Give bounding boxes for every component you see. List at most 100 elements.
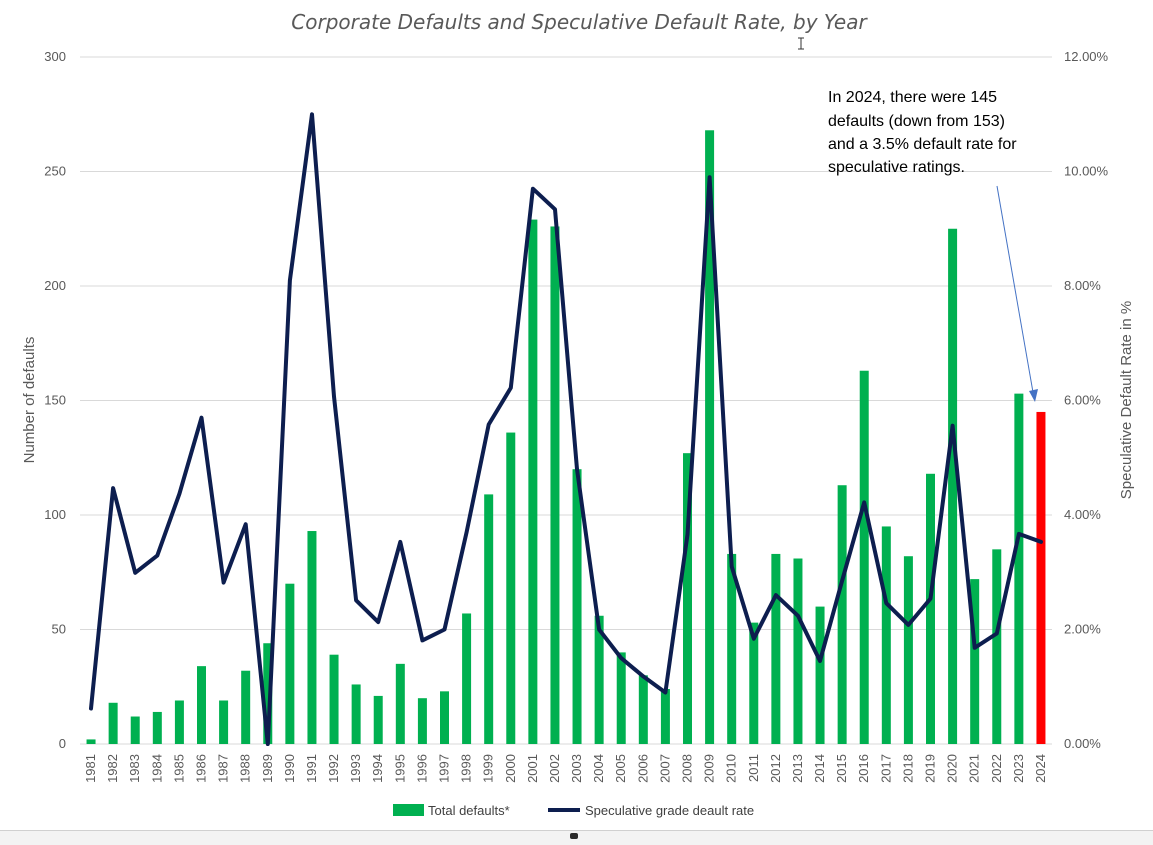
x-tick-label: 1992 (326, 754, 341, 783)
x-tick-label: 1995 (392, 754, 407, 783)
bar-2011 (749, 622, 759, 744)
line-point-1998 (465, 530, 469, 534)
line-point-2024 (1039, 540, 1043, 544)
x-tick-label: 2018 (900, 754, 915, 783)
bar-1987 (219, 700, 229, 744)
bar-2018 (903, 556, 913, 744)
x-tick-label: 2023 (1011, 754, 1026, 783)
line-point-1991 (310, 112, 314, 116)
legend-label-bars: Total defaults* (428, 803, 510, 818)
annotation-arrow-head (1029, 389, 1038, 402)
bar-1996 (417, 698, 427, 744)
line-point-1988 (244, 522, 248, 526)
bar-1984 (152, 711, 162, 744)
x-tick-label: 1997 (437, 754, 452, 783)
bar-1986 (197, 666, 206, 744)
bar-2007 (660, 689, 670, 744)
line-point-1997 (443, 628, 446, 631)
bar-2022 (992, 549, 1002, 744)
x-tick-label: 1989 (260, 754, 275, 783)
line-point-2000 (509, 386, 513, 390)
line-point-1981 (89, 707, 93, 711)
bar-2014 (815, 606, 825, 744)
line-point-2006 (641, 674, 645, 678)
right-tick-label: 10.00% (1064, 164, 1109, 179)
line-point-2003 (575, 467, 579, 471)
line-point-2015 (840, 579, 844, 583)
bar-1992 (329, 654, 339, 744)
bar-1988 (241, 670, 251, 744)
line-point-2020 (951, 424, 955, 428)
x-tick-label: 1990 (282, 754, 297, 783)
line-point-1982 (111, 486, 115, 490)
bar-1985 (174, 700, 184, 744)
x-tick-label: 2006 (635, 754, 650, 783)
line-point-2014 (818, 659, 822, 663)
x-tick-label: 2010 (724, 754, 739, 783)
x-tick-label: 1999 (481, 754, 496, 783)
bar-series (86, 130, 1046, 745)
line-point-1995 (398, 540, 402, 544)
bar-1993 (351, 684, 361, 744)
right-tick-label: 6.00% (1064, 393, 1101, 408)
bar-1991 (307, 531, 317, 744)
resize-handle[interactable] (570, 833, 578, 839)
x-tick-label: 1981 (83, 754, 98, 783)
line-point-2019 (929, 597, 932, 601)
line-point-1993 (354, 598, 358, 602)
left-tick-label: 100 (44, 507, 66, 522)
bar-2006 (638, 675, 648, 744)
x-tick-label: 2005 (613, 754, 628, 783)
bar-2008 (683, 453, 692, 744)
line-point-2008 (686, 532, 689, 536)
line-point-2011 (752, 637, 756, 641)
x-tick-label: 2007 (657, 754, 672, 783)
x-tick-label: 1984 (149, 754, 164, 783)
bar-1983 (130, 716, 140, 744)
x-tick-label: 1987 (216, 754, 231, 783)
x-tick-label: 2001 (525, 754, 540, 783)
line-point-2013 (796, 614, 800, 618)
left-tick-label: 0 (59, 736, 66, 751)
right-axis-label: Speculative Default Rate in % (1118, 301, 1135, 499)
bar-1990 (285, 583, 295, 744)
x-tick-label: 1991 (304, 754, 319, 783)
annotation-line-3: and a 3.5% default rate for (828, 136, 1017, 153)
bar-2004 (594, 615, 604, 744)
bar-2015 (837, 485, 847, 744)
x-tick-label: 2019 (923, 754, 938, 783)
line-point-2016 (862, 500, 866, 504)
left-tick-label: 300 (44, 49, 66, 64)
bar-1995 (395, 663, 405, 744)
annotation-line-1: In 2024, there were 145 (828, 89, 997, 106)
bar-1998 (462, 613, 472, 744)
legend-label-line: Speculative grade deault rate (585, 803, 754, 818)
left-tick-label: 50 (52, 622, 66, 637)
line-point-2023 (1017, 532, 1021, 536)
line-point-1987 (222, 581, 226, 585)
bar-1994 (373, 695, 383, 744)
x-tick-label: 2022 (989, 754, 1004, 783)
annotation: In 2024, there were 145 defaults (down f… (828, 89, 1038, 402)
bar-1999 (484, 494, 494, 744)
x-tick-label: 2021 (967, 754, 982, 783)
line-point-1984 (155, 554, 159, 558)
right-tick-label: 8.00% (1064, 278, 1101, 293)
x-tick-label: 1985 (171, 754, 186, 783)
window-bottom-edge[interactable] (0, 830, 1153, 845)
bar-2009 (705, 130, 715, 744)
legend: Total defaults* Speculative grade deault… (393, 803, 754, 818)
left-tick-label: 250 (44, 164, 66, 179)
bar-2021 (970, 579, 980, 744)
x-tick-label: 1986 (194, 754, 209, 783)
bar-2017 (881, 526, 891, 744)
line-point-2005 (619, 656, 623, 660)
bar-2003 (572, 469, 582, 744)
line-point-1992 (332, 394, 336, 398)
right-axis-ticks: 0.00% 2.00% 4.00% 6.00% 8.00% 10.00% 12.00% (1064, 49, 1109, 751)
legend-swatch-bars (393, 804, 424, 816)
line-point-2002 (553, 207, 557, 211)
gridlines (80, 56, 1052, 745)
bar-1997 (440, 691, 449, 744)
